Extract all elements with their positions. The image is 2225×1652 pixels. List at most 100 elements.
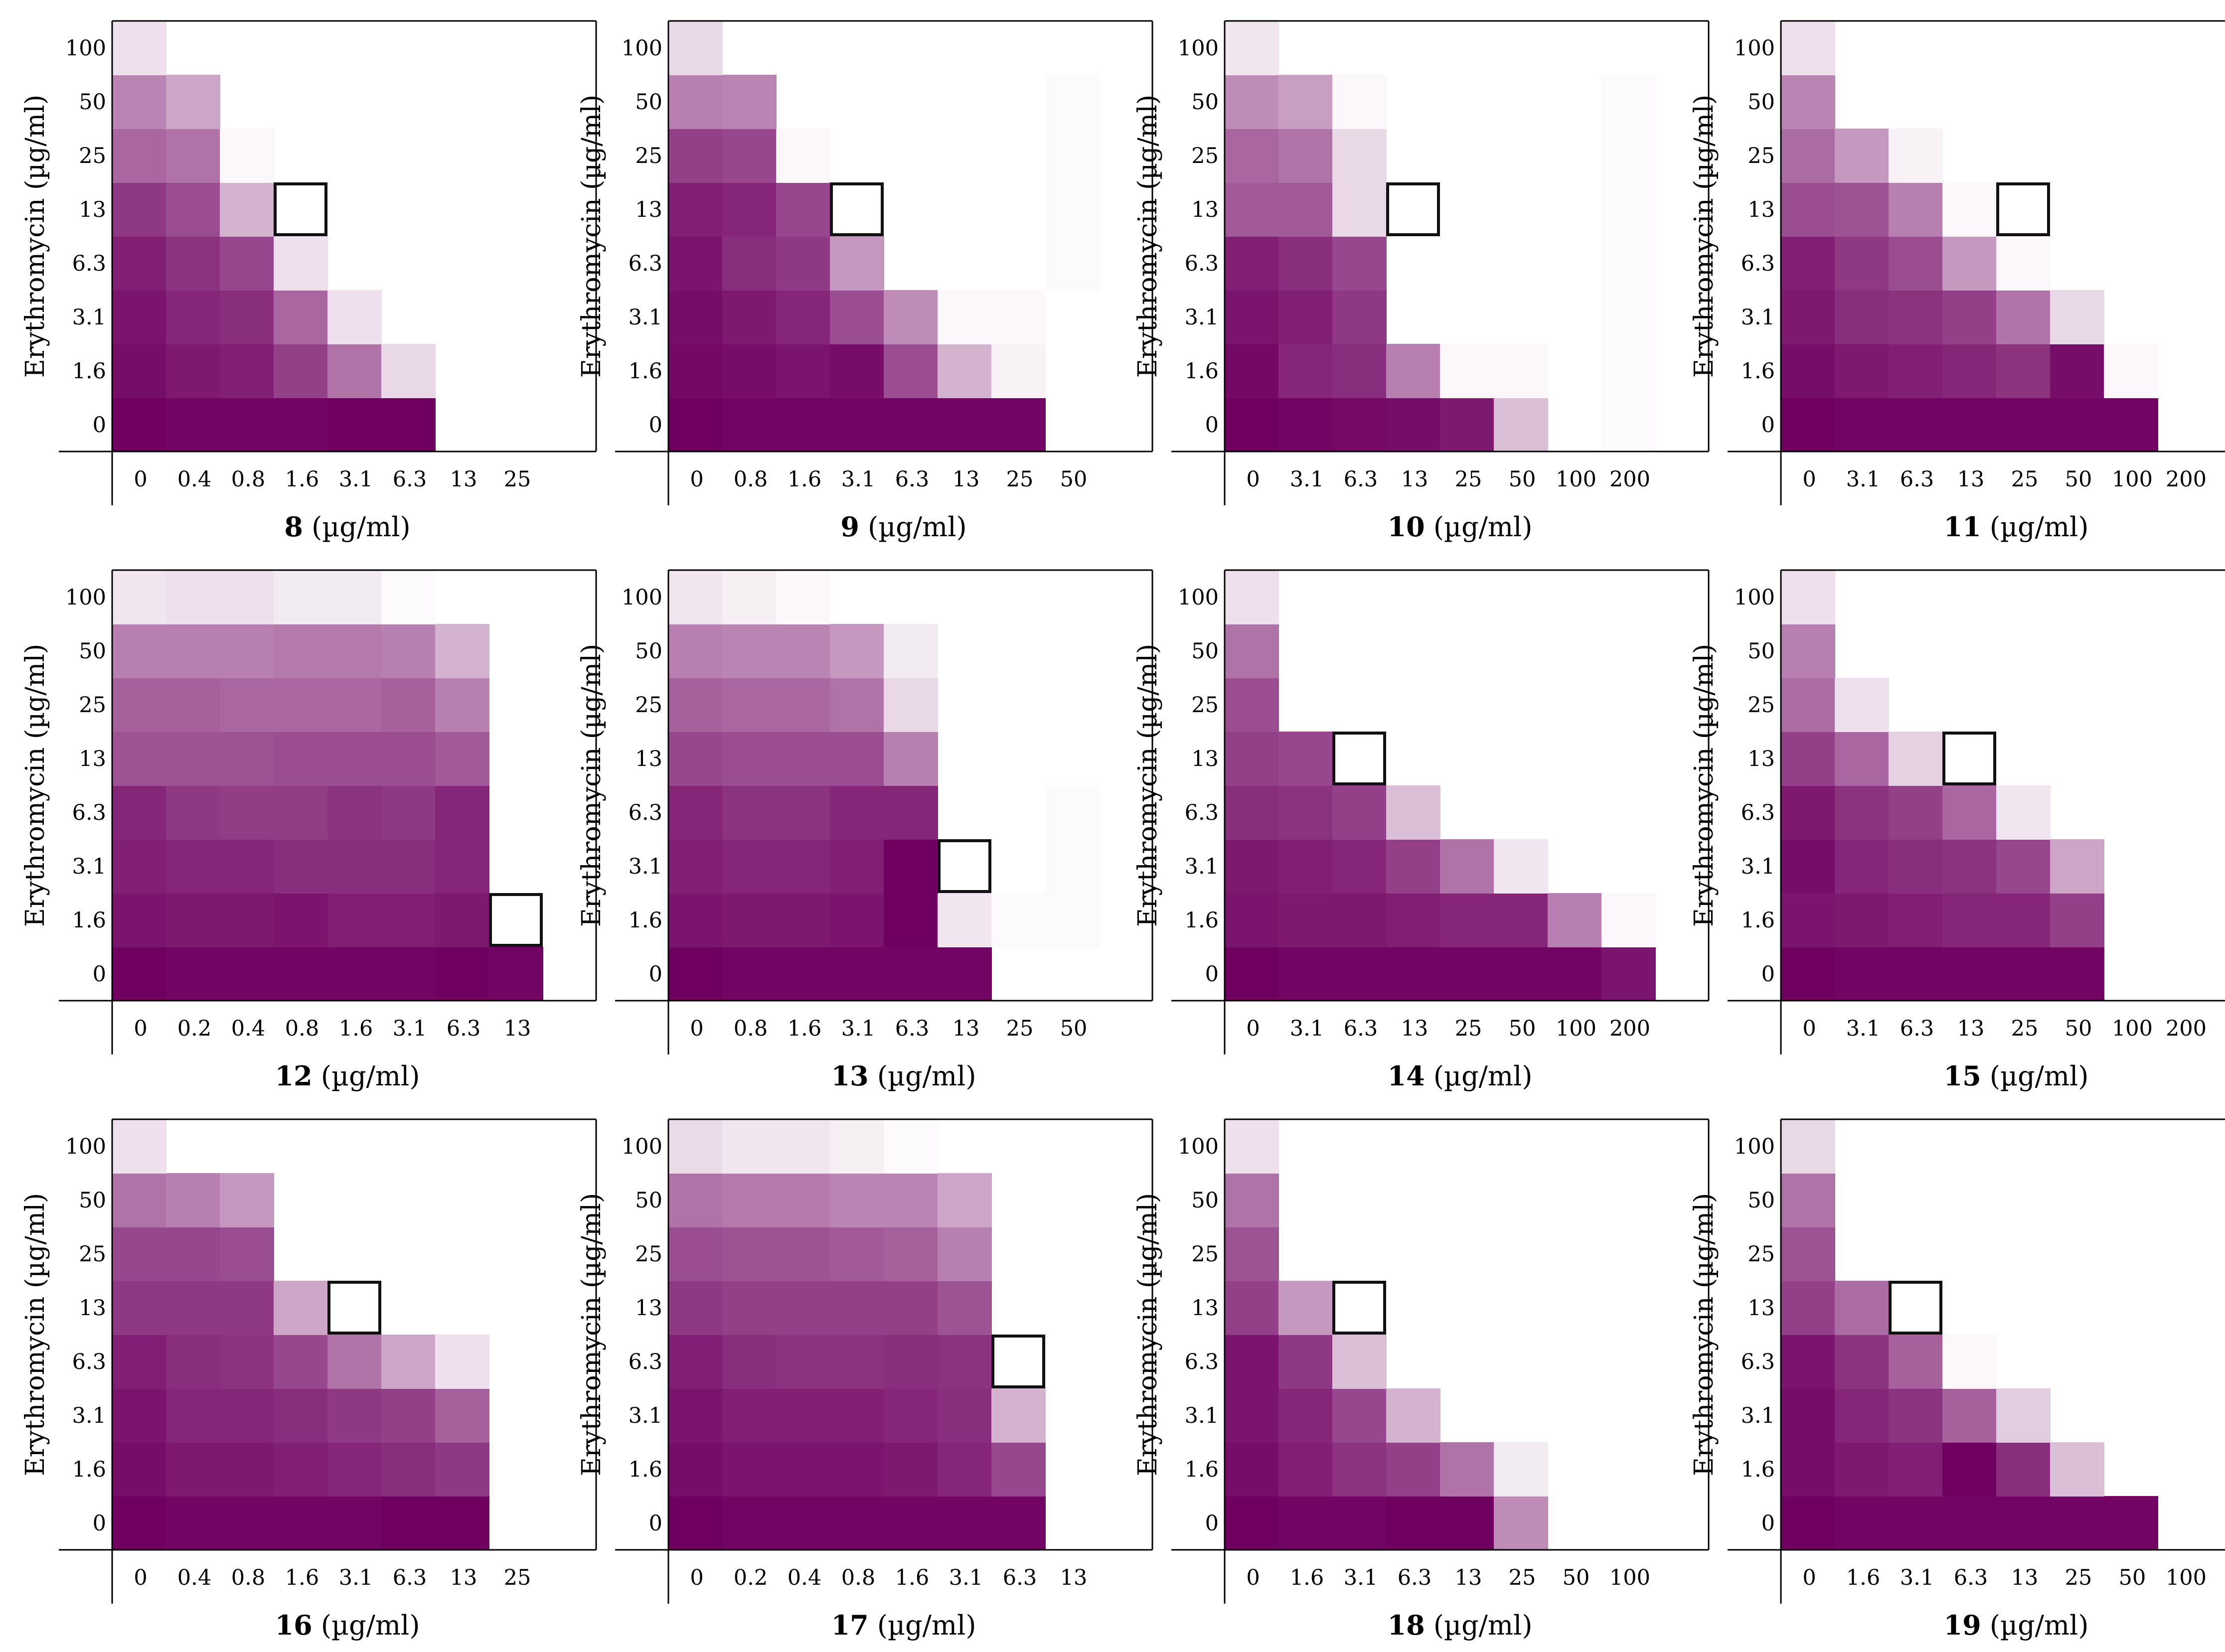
- y-tick-label: 6.3: [629, 251, 662, 276]
- heatmap-cell: [1045, 182, 1100, 237]
- y-tick-label: 50: [635, 90, 662, 115]
- y-tick-label: 6.3: [629, 800, 662, 825]
- heatmap-panel-14: 0 1.6 3.1 6.3 13 25 50 100 0 3.1 6.3 13 25 50 100 200 Er…: [1112, 549, 1710, 1097]
- heatmap-cell: [166, 290, 220, 344]
- heatmap-cell: [1835, 182, 1889, 237]
- x-tick-label: 3.1: [1290, 1016, 1324, 1041]
- compound-number: 19: [1944, 1609, 1981, 1641]
- heatmap-cell: [1548, 893, 1602, 947]
- compound-unit: (µg/ml): [313, 1610, 420, 1641]
- heatmap-cell: [1942, 1442, 1997, 1497]
- mic-box: [991, 1335, 1045, 1388]
- heatmap-cell: [1332, 1335, 1387, 1389]
- y-tick-label: 0: [649, 962, 662, 987]
- x-tick-label: 0.4: [231, 1016, 265, 1041]
- heatmap-cell: [327, 570, 382, 624]
- heatmap-cell: [884, 290, 938, 344]
- heatmap-cell: [884, 947, 938, 1001]
- heatmap-cell: [668, 1388, 723, 1443]
- heatmap-cell: [274, 344, 328, 398]
- x-tick-label: 13: [1060, 1565, 1088, 1590]
- y-axis-title: Erythromycin (µg/ml): [577, 1193, 607, 1476]
- heatmap-cell: [1996, 344, 2051, 398]
- heatmap-cell: [938, 290, 992, 344]
- heatmap-cell: [722, 1388, 777, 1443]
- heatmap-cell: [1942, 344, 1997, 398]
- heatmap-cell: [274, 1496, 328, 1550]
- x-tick-label: 50: [1060, 467, 1088, 492]
- y-tick-label: 50: [635, 1188, 662, 1213]
- heatmap-cell: [1386, 1388, 1440, 1443]
- heatmap-cell: [668, 75, 723, 129]
- y-tick-label: 1.6: [1741, 1457, 1775, 1482]
- heatmap-cell: [938, 1227, 992, 1281]
- y-tick-label: 50: [79, 90, 106, 115]
- x-tick-label: 0: [134, 467, 147, 492]
- heatmap-cell: [112, 947, 166, 1001]
- heatmap-cell: [884, 1496, 938, 1550]
- heatmap-cell: [1601, 129, 1656, 183]
- heatmap-cell: [830, 839, 884, 894]
- x-tick-label: 1.6: [788, 467, 821, 492]
- y-tick-label: 3.1: [1185, 305, 1219, 330]
- x-tick-label: 0: [134, 1016, 147, 1041]
- x-tick-label: 1.6: [339, 1016, 373, 1041]
- heatmap-cell: [776, 1388, 830, 1443]
- heatmap-cell: [112, 75, 166, 129]
- heatmap-cell: [166, 732, 220, 786]
- heatmap-cell: [776, 893, 830, 947]
- x-tick-label: 0.8: [231, 467, 265, 492]
- heatmap-cell: [722, 1173, 777, 1227]
- y-tick-label: 0: [1761, 1511, 1775, 1536]
- x-tick-label: 0: [690, 1565, 703, 1590]
- heatmap-cell: [220, 893, 274, 947]
- x-tick-label: 6.3: [393, 1565, 427, 1590]
- x-tick-label: 6.3: [447, 1016, 480, 1041]
- x-tick-label: 25: [2011, 1016, 2039, 1041]
- heatmap-cell: [1045, 893, 1100, 947]
- y-tick-label: 50: [79, 639, 106, 664]
- y-tick-label: 100: [65, 585, 106, 610]
- heatmap-cell: [884, 624, 938, 678]
- heatmap-cell: [1386, 1442, 1440, 1497]
- heatmap-cell: [1332, 1496, 1387, 1550]
- heatmap-cell: [1942, 398, 1997, 452]
- x-tick-label: 100: [2112, 467, 2153, 492]
- heatmap-cell: [938, 1281, 992, 1335]
- heatmap-cell: [668, 839, 723, 894]
- heatmap-cell: [112, 1442, 166, 1497]
- heatmap-cell: [1225, 732, 1279, 786]
- heatmap-cell: [1225, 1335, 1279, 1389]
- y-tick-label: 100: [65, 36, 106, 61]
- heatmap-cell: [884, 1227, 938, 1281]
- heatmap-cell: [1225, 290, 1279, 344]
- heatmap-cell: [1996, 947, 2051, 1001]
- heatmap-cell: [938, 1173, 992, 1227]
- heatmap-svg: 0 1.6 3.1 6.3 13 25 50 100 0 3.1 6.3 13 25 50 100 200 Er…: [1133, 569, 1710, 1092]
- heatmap-cell: [1494, 1496, 1548, 1550]
- x-tick-label: 25: [504, 467, 531, 492]
- heatmap-cell: [991, 1442, 1046, 1497]
- y-tick-label: 6.3: [1185, 800, 1219, 825]
- heatmap-cell: [1225, 1173, 1279, 1227]
- heatmap-cell: [1225, 182, 1279, 237]
- compound-unit: (µg/ml): [1981, 1060, 2089, 1092]
- heatmap-cell: [722, 839, 777, 894]
- heatmap-cell: [1278, 732, 1333, 786]
- heatmap-cell: [1942, 1496, 1997, 1550]
- y-tick-label: 6.3: [1741, 800, 1775, 825]
- heatmap-cell: [435, 893, 489, 947]
- heatmap-cell: [1332, 785, 1387, 840]
- heatmap-cell: [220, 678, 274, 732]
- heatmap-cell: [1996, 290, 2051, 344]
- y-tick-label: 13: [635, 197, 662, 222]
- x-tick-label: 6.3: [1344, 1016, 1378, 1041]
- heatmap-cell: [112, 678, 166, 732]
- heatmap-cell: [668, 1119, 723, 1174]
- y-tick-label: 100: [622, 36, 662, 61]
- heatmap-cell: [112, 1119, 166, 1174]
- heatmap-cell: [1781, 236, 1835, 291]
- mic-box: [1386, 182, 1440, 236]
- x-tick-label: 200: [1609, 1016, 1650, 1041]
- heatmap-cell: [830, 1335, 884, 1389]
